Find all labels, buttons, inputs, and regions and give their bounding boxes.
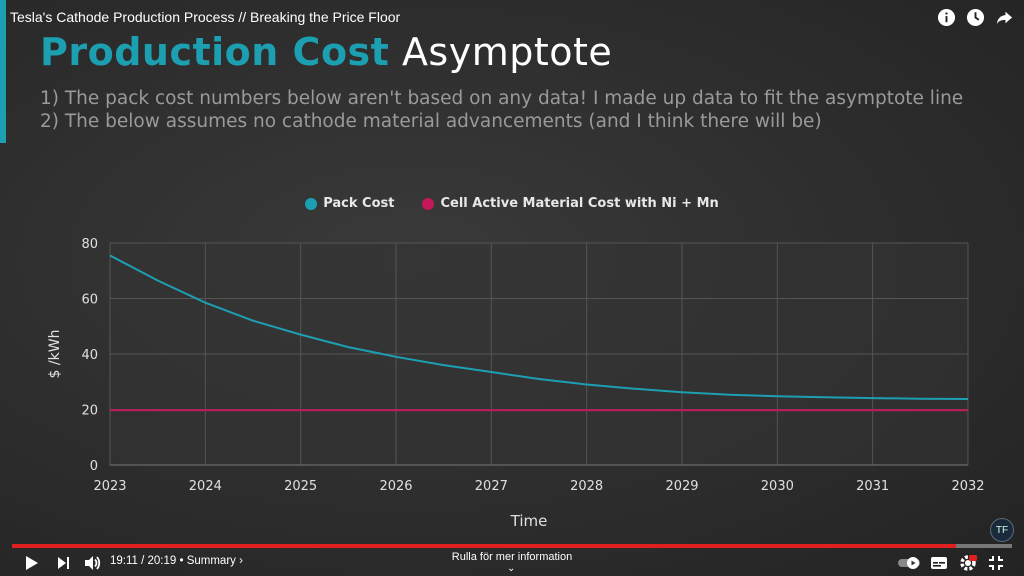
gear-icon: [960, 555, 977, 571]
video-title[interactable]: Tesla's Cathode Production Process // Br…: [10, 9, 401, 25]
next-button[interactable]: [52, 552, 74, 574]
chart-legend: Pack Cost Cell Active Material Cost with…: [0, 196, 1024, 211]
autoplay-toggle[interactable]: [897, 552, 923, 574]
top-icon-bar: [937, 8, 1014, 27]
play-icon: [26, 556, 38, 570]
slide-title: Production Cost Asymptote: [40, 30, 612, 74]
slide-title-rest: Asymptote: [401, 30, 613, 74]
time-display[interactable]: 19:11 / 20:19 • Summary ›: [110, 555, 243, 567]
slide-note-1: 1) The pack cost numbers below aren't ba…: [40, 88, 964, 109]
line-chart: 0 20 40 60 80 2023 2024 2025 2026 2027 2028 2029 203…: [47, 237, 985, 530]
y-tick-label: 0: [90, 459, 98, 474]
x-tick-label: 2032: [951, 479, 984, 494]
x-tick-label: 2030: [761, 479, 794, 494]
y-tick-label: 40: [81, 348, 98, 363]
chevron-down-icon[interactable]: ⌄: [507, 563, 516, 574]
x-tick-label: 2027: [475, 479, 508, 494]
slide-title-accent: Production Cost: [40, 30, 390, 74]
legend-item-pack-cost[interactable]: Pack Cost: [305, 196, 394, 211]
y-tick-label: 20: [81, 404, 98, 419]
info-icon[interactable]: [937, 8, 956, 27]
y-axis-title: $ /kWh: [47, 330, 63, 379]
progress-remaining: [956, 544, 1012, 548]
x-axis-title: Time: [510, 512, 548, 530]
share-icon[interactable]: [995, 8, 1014, 27]
next-icon: [58, 557, 69, 569]
play-button[interactable]: [20, 552, 42, 574]
y-tick-label: 60: [81, 293, 98, 308]
legend-dot-pack-cost: [305, 197, 318, 210]
x-tick-label: 2024: [189, 479, 222, 494]
scroll-hint[interactable]: Rulla för mer information: [451, 551, 573, 563]
progress-played: [12, 544, 956, 548]
legend-dot-cell-material: [422, 197, 435, 210]
legend-label-pack-cost: Pack Cost: [323, 196, 395, 211]
series-line-0: [109, 254, 969, 400]
x-tick-label: 2025: [284, 479, 317, 494]
slide-accent-bar: [0, 0, 6, 143]
fullscreen-button[interactable]: [985, 552, 1007, 574]
player-controls: 19:11 / 20:19 • Summary › Rulla för mer …: [0, 549, 1024, 576]
settings-button[interactable]: [957, 552, 979, 574]
y-tick-label: 80: [81, 237, 98, 252]
clock-icon[interactable]: [966, 8, 985, 27]
subtitles-button[interactable]: [928, 552, 950, 574]
exit-fullscreen-icon: [989, 556, 1003, 570]
volume-button[interactable]: [81, 552, 103, 574]
progress-bar[interactable]: [12, 544, 1012, 548]
subtitles-icon: [931, 557, 947, 569]
x-tick-label: 2029: [665, 479, 698, 494]
x-tick-label: 2031: [856, 479, 889, 494]
autoplay-icon: [898, 557, 920, 569]
slide-note-2: 2) The below assumes no cathode material…: [40, 111, 822, 132]
channel-logo[interactable]: TF: [990, 518, 1014, 542]
x-tick-label: 2023: [93, 479, 126, 494]
x-tick-label: 2028: [570, 479, 603, 494]
volume-icon: [85, 556, 101, 570]
legend-item-cell-material[interactable]: Cell Active Material Cost with Ni + Mn: [422, 196, 719, 211]
legend-label-cell-material: Cell Active Material Cost with Ni + Mn: [440, 196, 719, 211]
x-tick-label: 2026: [379, 479, 412, 494]
